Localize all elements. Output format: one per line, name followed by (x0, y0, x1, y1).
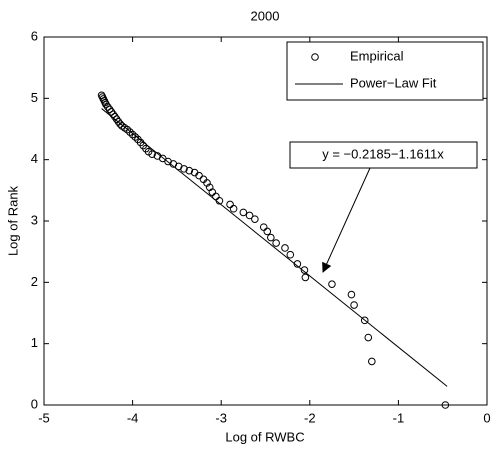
data-point (272, 239, 280, 247)
data-point (281, 244, 289, 252)
legend-label: Empirical (350, 48, 404, 63)
data-point (441, 401, 450, 409)
data-point (364, 333, 373, 342)
fit-line (101, 108, 448, 387)
data-point (105, 105, 114, 114)
data-point (245, 211, 254, 220)
x-tick-label: -5 (38, 410, 50, 425)
data-point (185, 166, 194, 175)
y-axis-label: Log of Rank (5, 185, 20, 256)
data-point (328, 280, 336, 288)
legend-label: Power−Law Fit (350, 75, 437, 90)
data-point (229, 204, 238, 213)
annotation: y = −0.2185−1.1611x (322, 146, 444, 161)
data-point (360, 316, 369, 325)
data-point (259, 223, 268, 231)
data-point (301, 273, 310, 282)
data-point (300, 266, 309, 274)
x-tick-label: -1 (393, 410, 405, 425)
y-tick-label: 2 (31, 274, 38, 289)
legend-marker (311, 53, 319, 61)
annotation-box (289, 141, 478, 169)
data-point (107, 108, 116, 116)
data-point (286, 250, 295, 259)
data-point (131, 133, 140, 141)
data-point (116, 120, 124, 128)
legend-box (286, 41, 484, 101)
x-tick-label: 0 (483, 410, 490, 425)
x-tick-label: -2 (304, 410, 316, 425)
data-point (203, 179, 211, 187)
x-tick-label: -4 (127, 410, 139, 425)
data-point (251, 215, 259, 223)
y-tick-label: 5 (31, 90, 38, 105)
y-tick-label: 0 (31, 396, 38, 411)
annotation-arrow (322, 167, 371, 273)
x-axis-label: Log of RWBC (225, 429, 304, 444)
data-point (112, 115, 121, 123)
y-tick-label: 1 (31, 335, 38, 350)
data-point (263, 227, 272, 236)
data-point (128, 130, 137, 139)
y-tick-label: 6 (31, 28, 38, 43)
data-point (102, 100, 110, 109)
chart-title: 2000 (251, 8, 280, 23)
data-point (347, 290, 356, 299)
data-point (103, 103, 112, 111)
data-point (148, 150, 156, 158)
data-point (123, 125, 132, 134)
y-tick-label: 3 (31, 212, 38, 227)
y-tick-label: 4 (31, 151, 38, 166)
data-point (180, 165, 188, 173)
data-point (239, 208, 248, 217)
data-point (368, 357, 376, 366)
data-point (350, 301, 358, 309)
data-point (267, 233, 275, 242)
x-tick-label: -3 (215, 410, 227, 425)
data-point (126, 128, 134, 136)
data-point (195, 171, 203, 180)
data-point (226, 200, 234, 209)
